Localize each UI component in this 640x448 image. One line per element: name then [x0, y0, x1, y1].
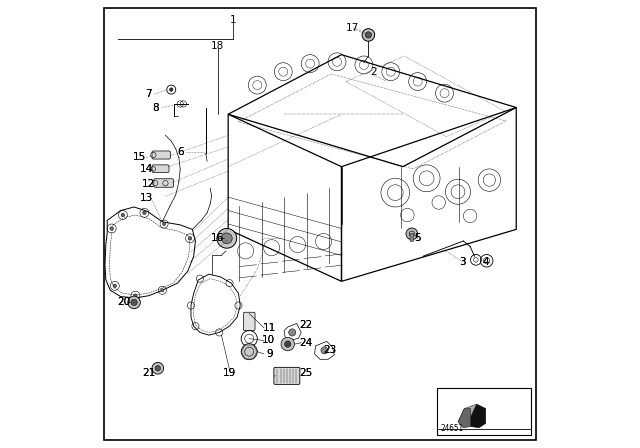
Text: 1: 1 [229, 15, 236, 25]
Text: 24651: 24651 [440, 424, 463, 433]
Circle shape [143, 211, 146, 215]
Polygon shape [458, 409, 470, 428]
Circle shape [163, 222, 166, 226]
Text: 4: 4 [483, 257, 489, 267]
Polygon shape [470, 404, 486, 428]
Text: 7: 7 [145, 89, 152, 99]
Text: 4: 4 [483, 257, 489, 267]
Circle shape [121, 213, 125, 217]
Text: 15: 15 [133, 152, 147, 162]
Text: 14: 14 [140, 164, 153, 174]
Text: 19: 19 [223, 368, 236, 378]
Text: 14: 14 [140, 164, 153, 174]
Circle shape [365, 32, 372, 38]
Text: 9: 9 [266, 349, 273, 359]
Circle shape [281, 337, 294, 351]
Circle shape [217, 228, 237, 248]
Text: 25: 25 [299, 368, 312, 378]
Text: 12: 12 [142, 179, 156, 189]
FancyBboxPatch shape [243, 312, 255, 331]
FancyBboxPatch shape [152, 165, 169, 172]
Polygon shape [458, 404, 477, 422]
Text: 12: 12 [142, 179, 156, 189]
Text: 2: 2 [371, 67, 377, 77]
Text: 13: 13 [140, 193, 153, 203]
Text: 17: 17 [346, 23, 359, 33]
Text: 20: 20 [117, 297, 131, 307]
Circle shape [161, 289, 164, 292]
Text: 9: 9 [266, 349, 273, 359]
Text: 20: 20 [117, 297, 131, 307]
Text: 18: 18 [211, 41, 225, 51]
Text: 15: 15 [133, 152, 147, 162]
Text: 13: 13 [140, 193, 153, 203]
Text: 21: 21 [142, 368, 156, 378]
Circle shape [241, 344, 257, 360]
Text: 24: 24 [299, 338, 312, 348]
Circle shape [113, 284, 116, 288]
Text: 16: 16 [211, 233, 225, 243]
Text: 6: 6 [177, 147, 184, 157]
Text: 10: 10 [262, 336, 275, 345]
Text: 16: 16 [211, 233, 225, 243]
Circle shape [188, 237, 192, 240]
Circle shape [406, 228, 418, 240]
FancyBboxPatch shape [152, 151, 170, 159]
Circle shape [170, 88, 173, 91]
Text: 10: 10 [262, 336, 275, 345]
Text: 11: 11 [263, 323, 276, 333]
Circle shape [289, 329, 296, 336]
FancyBboxPatch shape [410, 233, 413, 241]
Circle shape [221, 233, 232, 244]
Circle shape [110, 227, 113, 230]
Text: 8: 8 [152, 103, 159, 112]
Text: 19: 19 [223, 368, 236, 378]
Text: 5: 5 [414, 233, 421, 243]
Bar [437, 388, 531, 435]
Circle shape [128, 296, 140, 309]
Text: 22: 22 [299, 320, 312, 330]
Text: 7: 7 [145, 89, 152, 99]
Text: 23: 23 [323, 345, 337, 355]
Text: 25: 25 [299, 368, 312, 378]
Text: 23: 23 [323, 345, 337, 355]
Text: 22: 22 [299, 320, 312, 330]
Text: 11: 11 [263, 323, 276, 333]
Text: 8: 8 [152, 103, 159, 112]
Text: 24: 24 [299, 338, 312, 348]
Circle shape [152, 362, 164, 374]
FancyBboxPatch shape [274, 367, 300, 384]
Circle shape [134, 294, 137, 297]
Circle shape [285, 341, 291, 347]
FancyBboxPatch shape [154, 179, 173, 187]
Circle shape [362, 29, 374, 41]
Circle shape [321, 347, 328, 354]
Text: 3: 3 [459, 257, 466, 267]
Text: 5: 5 [414, 233, 421, 243]
Circle shape [131, 299, 137, 306]
Text: 21: 21 [142, 368, 156, 378]
Text: 3: 3 [459, 257, 466, 267]
Circle shape [155, 366, 161, 371]
Text: 6: 6 [177, 147, 184, 157]
